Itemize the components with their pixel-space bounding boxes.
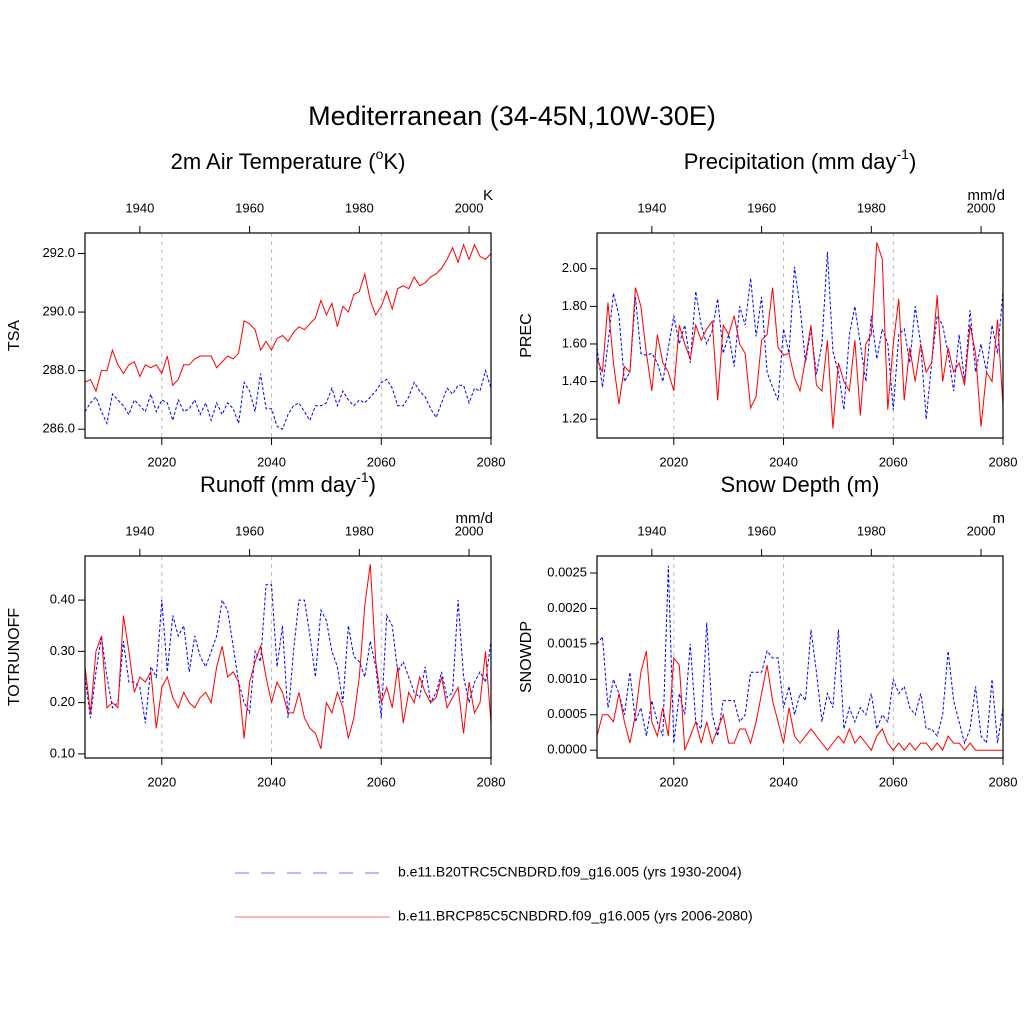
x2-tick-label: 1980 [857,200,886,215]
y-tick-label: 0.0000 [547,742,587,757]
x2-tick-label: 2000 [967,200,996,215]
y-tick-label: 1.20 [562,411,587,426]
legend-text: b.e11.BRCP85C5CNBDRD.f09_g16.005 (yrs 20… [398,908,753,924]
title-part: ) [909,149,916,174]
data-line [596,242,1004,429]
main-title: Mediterranean (34-45N,10W-30E) [308,101,716,131]
x2-tick-label: 2000 [455,200,484,215]
x-tick-label: 2080 [477,774,506,789]
x2-tick-label: 1960 [747,200,776,215]
y-tick-label: 0.0020 [547,600,587,615]
x-tick-label: 2060 [879,774,908,789]
x-tick-label: 2040 [257,774,286,789]
title-part: 2m Air Temperature ( [171,149,377,174]
x-tick-label: 2020 [147,454,176,469]
x2-tick-label: 1980 [857,523,886,538]
plot-frame [84,555,492,759]
title-superscript: -1 [896,146,909,162]
panel-title: 2m Air Temperature (oK) [171,146,406,174]
unit-label: m [993,510,1006,527]
x2-tick-label: 2000 [967,523,996,538]
panel-title: Runoff (mm day-1) [200,469,376,497]
x-tick-label: 2060 [367,774,396,789]
x-tick-label: 2040 [769,774,798,789]
data-line [84,564,492,749]
title-part: Precipitation (mm day [684,149,897,174]
unit-label: mm/d [456,510,494,527]
plot-frame [84,232,492,439]
y-tick-label: 290.0 [42,304,75,319]
x-tick-label: 2040 [257,454,286,469]
unit-label: mm/d [968,187,1006,204]
y-tick-label: 292.0 [42,245,75,260]
x2-tick-label: 1960 [235,523,264,538]
y-tick-label: 0.0010 [547,671,587,686]
title-part: K) [383,149,405,174]
x-tick-label: 2060 [879,454,908,469]
x2-tick-label: 1960 [235,200,264,215]
y-tick-label: 0.0015 [547,635,587,650]
data-line [84,584,492,724]
title-superscript: -1 [356,469,369,485]
x2-tick-label: 1960 [747,523,776,538]
y-tick-label: 1.40 [562,373,587,388]
panel-title: Snow Depth (m) [721,472,880,497]
y-tick-label: 0.10 [50,745,75,760]
y-tick-label: 0.30 [50,643,75,658]
title-part: ) [369,472,376,497]
y-axis-label: SNOWDP [518,621,535,693]
y-tick-label: 1.60 [562,335,587,350]
x2-tick-label: 2000 [455,523,484,538]
x-tick-label: 2020 [659,454,688,469]
x2-tick-label: 1980 [345,200,374,215]
y-tick-label: 1.80 [562,298,587,313]
x-tick-label: 2080 [477,454,506,469]
unit-label: K [483,187,493,204]
data-line [84,368,492,430]
x2-tick-label: 1940 [125,523,154,538]
y-tick-label: 0.0005 [547,706,587,721]
x-tick-label: 2020 [659,774,688,789]
x-tick-label: 2020 [147,774,176,789]
x-tick-label: 2060 [367,454,396,469]
legend-text: b.e11.B20TRC5CNBDRD.f09_g16.005 (yrs 193… [398,864,742,880]
data-line [596,251,1004,420]
x2-tick-label: 1940 [637,200,666,215]
x-tick-label: 2080 [989,454,1018,469]
plot-frame [596,555,1004,759]
data-line [596,650,1003,752]
x-tick-label: 2080 [989,774,1018,789]
y-tick-label: 2.00 [562,260,587,275]
x2-tick-label: 1940 [125,200,154,215]
title-superscript: o [376,146,384,162]
y-tick-label: 0.20 [50,694,75,709]
y-tick-label: 0.40 [50,592,75,607]
x2-tick-label: 1940 [637,523,666,538]
data-line [596,565,1004,745]
y-tick-label: 288.0 [42,362,75,377]
y-axis-label: PREC [518,313,535,357]
title-part: Runoff (mm day [200,472,356,497]
data-line [84,243,492,393]
x-tick-label: 2040 [769,454,798,469]
plot-frame [596,232,1004,439]
x2-tick-label: 1980 [345,523,374,538]
y-axis-label: TOTRUNOFF [6,608,23,707]
y-tick-label: 286.0 [42,421,75,436]
y-axis-label: TSA [6,320,23,351]
y-tick-label: 0.0025 [547,564,587,579]
panel-title: Precipitation (mm day-1) [684,146,917,174]
title-part: Snow Depth (m) [721,472,880,497]
